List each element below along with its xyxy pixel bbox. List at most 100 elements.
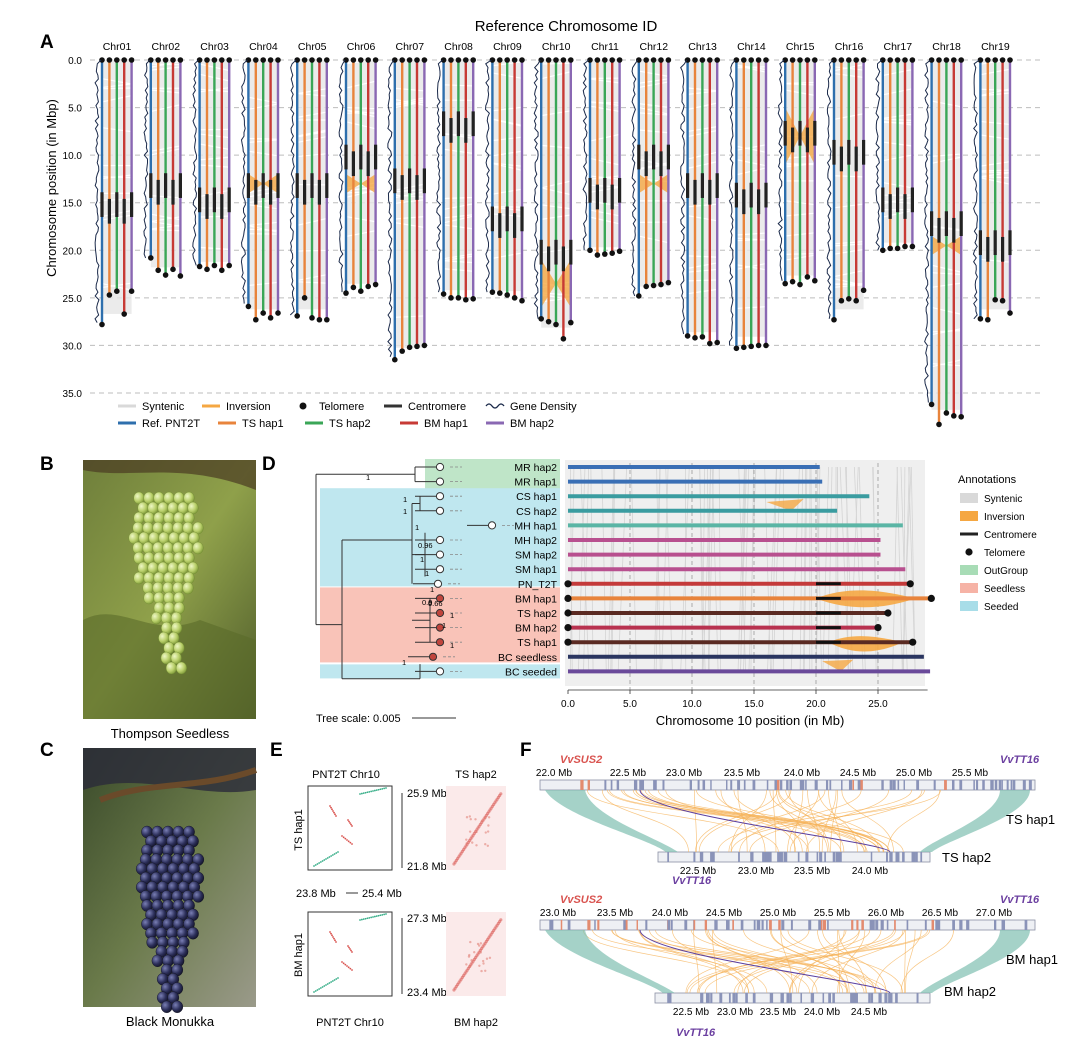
f-tick-label: 24.5 Mb	[840, 768, 877, 779]
telomere-dot	[204, 266, 210, 273]
gene-density-line	[582, 59, 590, 251]
telomere-dot	[316, 57, 323, 63]
bootstrap-value: 1	[450, 641, 454, 650]
legend-item-telomere: Telomere	[965, 548, 1026, 559]
f-tick-label: 23.5 Mb	[794, 866, 831, 877]
f-inversion-link	[743, 929, 867, 994]
f-gene-mark	[597, 920, 600, 930]
e-hic-bottom-signal	[452, 918, 503, 992]
legend-item-inversion: Inversion	[202, 401, 271, 413]
f-collinear-ribbon	[545, 930, 675, 993]
e-bottom-lo: 23.4 Mb	[407, 987, 447, 999]
bootstrap-value: 1	[420, 555, 424, 564]
f-gene-mark	[832, 993, 835, 1003]
telomere-dot	[846, 57, 852, 63]
dotplot-point	[330, 806, 332, 809]
f-tick-label: 25.5 Mb	[814, 908, 851, 919]
tree-leaf-label: MR hap1	[514, 477, 557, 489]
f-gene-mark	[851, 993, 855, 1003]
telomere-dot	[440, 291, 447, 297]
dotplot-point	[383, 787, 386, 790]
legend-item-ts-hap2: TS hap2	[305, 418, 371, 430]
telomere-dot	[928, 57, 935, 63]
gene-density-line	[972, 59, 980, 320]
telomere-dot	[887, 57, 893, 63]
f-gene-mark	[625, 920, 628, 930]
legend-swatch	[960, 565, 978, 575]
f-bot-gene-tt16-bottom: VvTT16	[676, 1027, 716, 1039]
chromosome-label: Chr10	[542, 41, 571, 53]
telomere-dot	[812, 57, 818, 63]
f-gene-mark	[781, 920, 785, 930]
chromosome-label: Chr07	[395, 41, 424, 53]
dotplot-point	[333, 811, 335, 814]
f-inversion-link	[776, 789, 809, 853]
f-gene-mark	[705, 993, 709, 1003]
dotplot-point	[331, 980, 334, 982]
dotplot-point	[346, 965, 348, 967]
dotplot-point	[351, 969, 353, 971]
telomere-dot	[365, 283, 372, 290]
dotplot-point	[347, 966, 350, 969]
telomere-dot	[714, 57, 720, 63]
telomere-dot	[782, 57, 788, 63]
f-gene-mark	[616, 780, 620, 790]
legend-label: Centromere	[984, 530, 1037, 541]
dotplot-point	[329, 805, 331, 807]
gene-density-line	[94, 59, 102, 323]
telomere-dot	[999, 57, 1006, 63]
f-gene-mark	[875, 920, 878, 930]
dotplot-point	[344, 963, 347, 966]
f-inversion-link	[838, 929, 867, 994]
hic-signal	[465, 842, 468, 845]
telomere-dot	[943, 410, 950, 416]
f-tick-label: 24.0 Mb	[652, 908, 689, 919]
hic-signal	[480, 969, 483, 973]
tree-leaf-label: SM hap2	[515, 550, 557, 562]
chromosome-label: Chr14	[737, 41, 766, 53]
telomere-dot	[936, 421, 942, 428]
green-grape	[143, 591, 155, 605]
tree-tip-node	[435, 477, 445, 486]
telomere-dot	[594, 252, 601, 258]
legend-item-seeded: Seeded	[960, 601, 1018, 613]
f-inversion-link	[828, 789, 842, 853]
gene-density-line	[240, 59, 248, 304]
bootstrap-value: 1	[366, 473, 370, 482]
tree-leaf-label: MH hap2	[514, 535, 557, 547]
telomere-dot	[943, 57, 950, 63]
f-gene-mark	[933, 780, 936, 790]
telomere-dot	[470, 296, 477, 302]
f-inversion-link	[611, 929, 888, 994]
bootstrap-value: 1	[415, 523, 419, 532]
hic-signal	[465, 838, 468, 841]
dotplot-point	[319, 861, 322, 863]
f-tick-label: 23.5 Mb	[724, 768, 761, 779]
hic-signal	[469, 818, 472, 821]
f-gene-mark	[810, 993, 815, 1003]
telomere-dot	[616, 57, 623, 63]
telomere-dot	[636, 293, 642, 299]
f-gene-mark	[824, 852, 826, 862]
f-gene-mark	[868, 993, 871, 1003]
telomere-dot	[741, 57, 747, 63]
telomere-dot	[748, 343, 754, 350]
f-gene-mark	[740, 920, 744, 930]
e-dotplot-bottom	[307, 911, 393, 997]
legend-label: Syntenic	[142, 401, 185, 413]
f-gene-mark	[735, 993, 738, 1003]
f-gene-mark	[994, 780, 998, 790]
telomere-dot	[421, 342, 428, 349]
telomere-dot	[714, 339, 720, 346]
telomere-dot	[553, 321, 559, 328]
tree-leaf-label: BM hap2	[515, 623, 557, 635]
dark-grape	[187, 927, 199, 940]
dark-grape	[160, 1000, 173, 1013]
dotplot-point	[377, 914, 380, 917]
dotplot-point	[313, 865, 315, 867]
dotplot-point	[373, 789, 376, 792]
f-top-gene-sus2: VvSUS2	[560, 754, 602, 766]
hic-signal	[488, 956, 492, 960]
telomere-dot	[155, 57, 161, 63]
tree-tip-node	[435, 638, 445, 647]
